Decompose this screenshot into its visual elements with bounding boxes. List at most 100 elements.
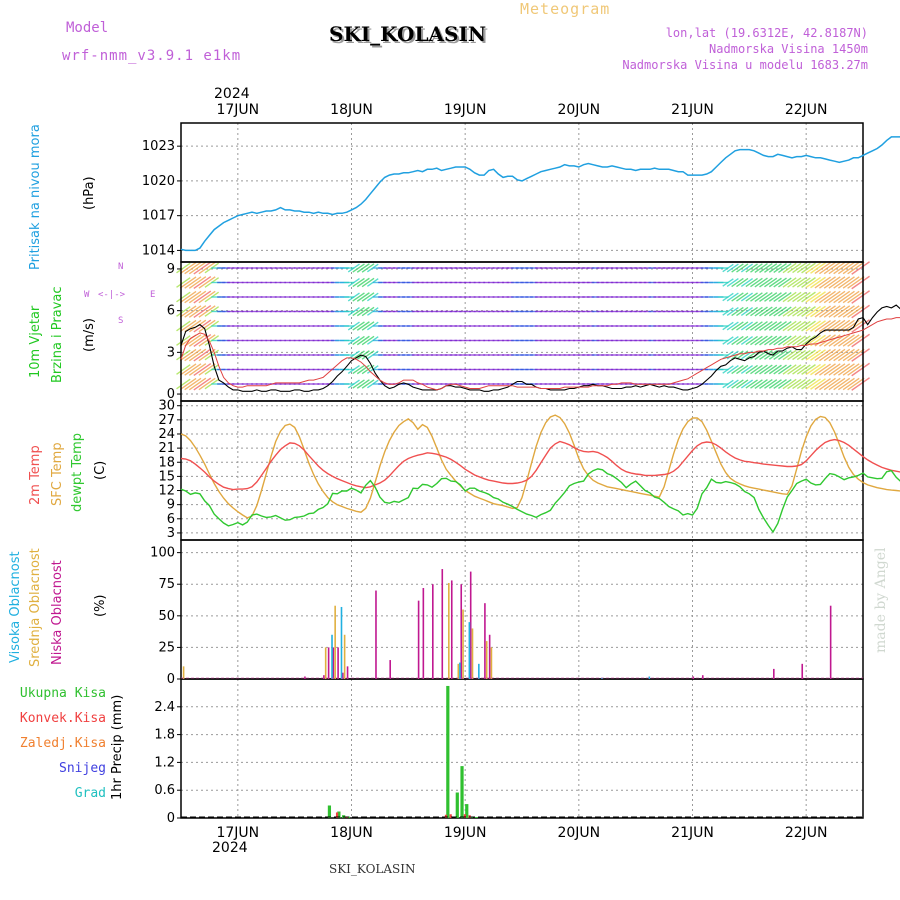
year-bottom: 2024 xyxy=(212,840,248,856)
wind-barb xyxy=(805,291,821,303)
wind-barb xyxy=(736,379,749,389)
y-tick-label: 1.8 xyxy=(154,728,175,743)
wind-barb xyxy=(819,276,836,289)
wind-barb xyxy=(731,350,744,360)
precip-total-bar xyxy=(469,817,474,818)
wind-barb xyxy=(176,349,191,361)
cloud-low-bar xyxy=(484,603,486,679)
wind-barb xyxy=(722,336,734,345)
wind-barb xyxy=(787,320,802,332)
wind-barb xyxy=(759,335,773,346)
wind-barb xyxy=(801,378,816,390)
wind-barb xyxy=(828,348,846,362)
wind-barb xyxy=(851,348,870,362)
wind-barb xyxy=(810,378,826,390)
wind-barb xyxy=(851,275,870,290)
wind-barb xyxy=(722,263,734,273)
legend-precip-hail: Grad xyxy=(74,786,106,801)
wind-barb xyxy=(745,263,758,273)
wind-barb xyxy=(745,379,758,389)
cloud-low-bar xyxy=(337,647,339,679)
wind-barb xyxy=(764,306,778,317)
wind-barb xyxy=(736,364,749,375)
wind-barb xyxy=(773,335,787,346)
wind-barb xyxy=(352,292,365,302)
wind-barb xyxy=(176,320,191,332)
wind-barb xyxy=(828,261,846,275)
y-tick-label: 0 xyxy=(167,387,175,402)
wind-barb xyxy=(176,291,191,303)
wind-barb xyxy=(796,378,811,390)
wind-barb xyxy=(356,335,370,346)
wind-barb xyxy=(814,290,831,304)
wind-barb xyxy=(184,334,202,347)
wind-barb xyxy=(745,277,758,288)
wind-barb xyxy=(833,334,851,347)
wind-barb xyxy=(773,306,787,317)
y-tick-label: 15 xyxy=(158,469,175,484)
wind-barb xyxy=(787,364,802,375)
panel-frame-pressure xyxy=(180,122,864,263)
wind-barb xyxy=(347,306,360,317)
y-tick-label: 30 xyxy=(158,399,175,414)
wind-barb xyxy=(837,305,855,318)
wind-barb xyxy=(837,363,855,376)
y-tick-label: 1017 xyxy=(142,209,175,224)
wind-barb xyxy=(792,335,806,346)
wind-barb xyxy=(759,349,773,361)
wind-barb xyxy=(810,262,826,274)
wind-barb xyxy=(847,261,865,275)
wind-barb xyxy=(833,348,851,362)
wind-barb xyxy=(842,305,860,318)
wind-barb xyxy=(759,291,773,303)
wind-barb xyxy=(736,335,749,346)
precip-total-bar xyxy=(337,811,341,818)
cloud-high-bar xyxy=(478,663,480,679)
wind-barb xyxy=(819,348,836,362)
wind-barb xyxy=(837,377,855,391)
wind-barb xyxy=(740,364,754,375)
wind-barb xyxy=(722,350,734,360)
wind-barb xyxy=(851,304,870,319)
cloud-low-bar xyxy=(773,668,775,679)
wind-barb xyxy=(792,320,806,332)
wind-barb xyxy=(792,364,806,375)
y-tick-label: 0 xyxy=(167,672,175,687)
wind-barb xyxy=(176,378,191,390)
cloud-low-bar xyxy=(332,647,335,679)
y-tick-label: 12 xyxy=(158,484,175,499)
wind-barb xyxy=(823,363,841,376)
wind-barb xyxy=(828,276,846,289)
wind-barb xyxy=(801,364,816,375)
wind-barb xyxy=(750,263,763,273)
cloud-low-bar xyxy=(375,590,377,679)
wind-barb xyxy=(356,292,370,302)
wind-barb xyxy=(193,333,212,348)
model-label: Model xyxy=(66,20,109,36)
x-tick-bottom-20JUN: 20JUN xyxy=(557,825,600,841)
wind-barb xyxy=(792,291,806,303)
wind-barb xyxy=(792,378,806,390)
wind-barb xyxy=(764,321,778,331)
wind-barb xyxy=(188,377,207,391)
wind-barb xyxy=(356,306,370,317)
y-tick-label: 6 xyxy=(167,304,175,319)
y-tick-label: 100 xyxy=(150,546,175,561)
wind-barb xyxy=(828,334,846,347)
x-tick-top-21JUN: 21JUN xyxy=(671,102,714,118)
x-tick-bottom-22JUN: 22JUN xyxy=(785,825,828,841)
wind-barb xyxy=(847,319,865,333)
wind-barb xyxy=(805,305,821,318)
wind-barb xyxy=(764,350,778,360)
meteogram-label: Meteogram xyxy=(520,0,611,18)
precip-conv-bar xyxy=(335,812,339,818)
wind-barb xyxy=(833,377,851,391)
wind-barb xyxy=(356,379,370,389)
wind-barb xyxy=(184,348,202,362)
wind-barb xyxy=(722,379,734,389)
station-title: SKI_KOLASIN xyxy=(329,22,487,46)
wind-barb xyxy=(764,263,778,273)
wind-barb xyxy=(188,290,207,304)
compass-n: N xyxy=(118,262,124,272)
